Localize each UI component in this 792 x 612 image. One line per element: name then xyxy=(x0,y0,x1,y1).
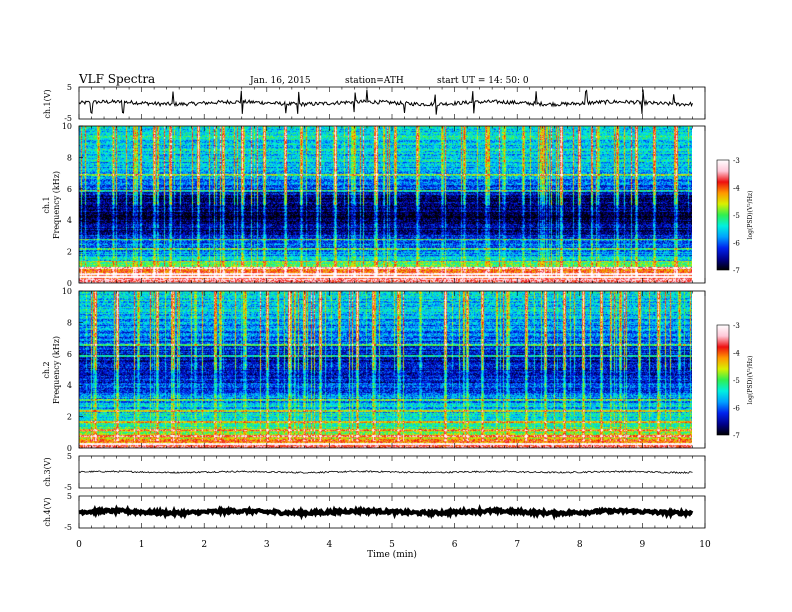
time-axis-label: Time (min) xyxy=(367,549,417,560)
freq-tick-label: 0 xyxy=(67,279,72,288)
ch2-spectrogram-image xyxy=(79,291,692,448)
ch1-colorbar-ticks: -3 -4 -5 -6 -7 xyxy=(733,157,740,275)
freq-tick-label: 4 xyxy=(67,216,72,225)
ch2-colorbar-ticks: -3 -4 -5 -6 -7 xyxy=(733,322,740,440)
ch1-waveform-panel: 5 -5 ch.1(V) xyxy=(43,83,706,123)
ch4-waveform-line xyxy=(78,503,694,521)
ch4-waveform-panel: 5 -5 ch.4(V) xyxy=(43,492,706,532)
colorbar-tick-label: -4 xyxy=(733,185,740,193)
colorbar-tick-label: -4 xyxy=(733,350,740,358)
colorbar-tick-label: -3 xyxy=(733,322,740,330)
time-tick-label: 10 xyxy=(699,540,711,550)
ch4-wave-ylabel: ch.4(V) xyxy=(43,497,52,526)
ch1-spectrogram-image xyxy=(79,126,692,283)
ch2-spec-channel-label: ch.2 xyxy=(42,361,51,378)
ch2-spec-ylabel: Frequency (kHz) xyxy=(52,336,61,404)
time-tick-label: 1 xyxy=(139,540,145,550)
freq-tick-label: 2 xyxy=(67,248,72,257)
start-time-label: start UT = 14: 50: 0 xyxy=(437,76,529,86)
ch3-waveform-panel: 5 -5 ch.3(V) xyxy=(43,452,706,492)
station-label: station=ATH xyxy=(345,76,404,86)
ch4-wave-xticks xyxy=(78,496,706,528)
ch2-colorbar xyxy=(716,324,730,436)
ch4-ytick-top: 5 xyxy=(67,492,72,501)
ch1-spec-ylabel: Frequency (kHz) xyxy=(52,171,61,239)
freq-tick-label: 10 xyxy=(62,122,72,131)
colorbar-tick-label: -5 xyxy=(733,212,740,220)
ch1-colorbar-label: log(PSD)(V²/Hz) xyxy=(747,191,754,240)
time-axis-tick-labels: 0 1 2 3 4 5 6 7 8 9 10 xyxy=(76,540,711,550)
time-tick-label: 9 xyxy=(640,540,646,550)
colorbar-tick-label: -5 xyxy=(733,377,740,385)
ch1-ytick-top: 5 xyxy=(67,83,72,92)
ch4-ytick-bottom: -5 xyxy=(64,523,72,532)
time-tick-label: 0 xyxy=(76,540,82,550)
ch2-spec-xticks xyxy=(78,291,706,448)
colorbar-tick-label: -7 xyxy=(733,432,740,440)
ch1-wave-xticks xyxy=(78,87,706,119)
ch2-colorbar-label: log(PSD)(V²/Hz) xyxy=(747,356,754,405)
ch1-spec-channel-label: ch.1 xyxy=(42,196,51,213)
ch1-freq-ticks: 0 2 4 6 8 10 xyxy=(62,122,83,288)
ch2-freq-ticks: 0 2 4 6 8 10 xyxy=(62,287,83,453)
time-tick-label: 6 xyxy=(452,540,458,550)
freq-tick-label: 0 xyxy=(67,444,72,453)
ch3-wave-ylabel: ch.3(V) xyxy=(43,457,52,486)
colorbar-tick-label: -6 xyxy=(733,405,740,413)
ch3-waveform-line xyxy=(78,470,693,474)
freq-tick-label: 8 xyxy=(67,153,72,162)
ch1-colorbar xyxy=(716,159,730,271)
freq-tick-label: 10 xyxy=(62,287,72,296)
time-tick-label: 3 xyxy=(264,540,270,550)
ch3-ytick-top: 5 xyxy=(67,452,72,461)
freq-tick-label: 6 xyxy=(67,350,72,359)
freq-tick-label: 2 xyxy=(67,413,72,422)
colorbar-tick-label: -7 xyxy=(733,267,740,275)
colorbar-tick-label: -3 xyxy=(733,157,740,165)
ch1-ytick-bottom: -5 xyxy=(64,114,72,123)
date-label: Jan. 16, 2015 xyxy=(249,76,311,86)
freq-tick-label: 8 xyxy=(67,318,72,327)
ch1-wave-ylabel: ch.1(V) xyxy=(43,89,52,118)
ch2-spectrogram-blank xyxy=(692,291,705,448)
time-tick-label: 5 xyxy=(389,540,395,550)
ch1-spec-xticks xyxy=(78,126,706,283)
time-tick-label: 7 xyxy=(514,540,520,550)
ch3-wave-xticks xyxy=(78,456,706,488)
ch3-ytick-bottom: -5 xyxy=(64,483,72,492)
freq-tick-label: 4 xyxy=(67,381,72,390)
time-tick-label: 2 xyxy=(201,540,207,550)
time-tick-label: 4 xyxy=(327,540,333,550)
ch1-waveform-line xyxy=(78,89,693,115)
colorbar-tick-label: -6 xyxy=(733,240,740,248)
time-tick-label: 8 xyxy=(577,540,583,550)
freq-tick-label: 6 xyxy=(67,185,72,194)
ch1-spectrogram-blank xyxy=(692,126,705,283)
figure-title: VLF Spectra xyxy=(78,72,155,86)
